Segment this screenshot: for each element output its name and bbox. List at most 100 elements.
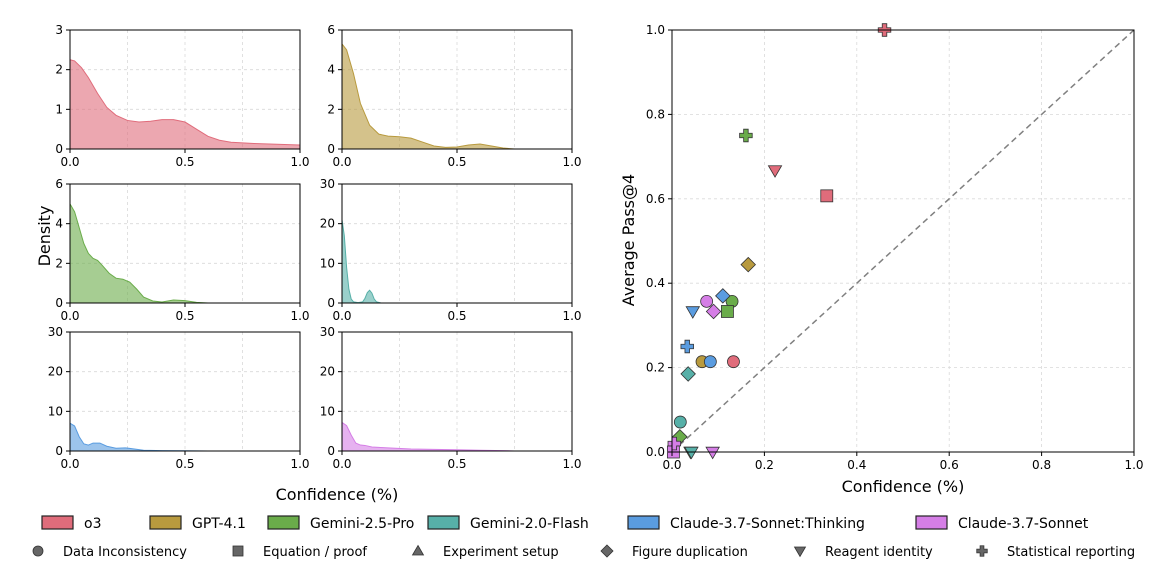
- legend-swatch: [627, 515, 660, 530]
- legend-swatch: [41, 515, 74, 530]
- y-tick-label: 0: [327, 296, 335, 310]
- x-tick-label: 0.0: [60, 309, 79, 323]
- legend-categories: Data Inconsistency Equation / proof Experi…: [32, 544, 1135, 560]
- x-tick-label: 0.5: [447, 457, 466, 471]
- density-area: [70, 59, 300, 149]
- density-line: [341, 422, 515, 452]
- scatter-point: [667, 436, 682, 451]
- x-tick-label: 0.8: [1032, 458, 1051, 472]
- density-panel-claude-3-7-sonnet-thinking: 0 10 20 30 0.0 0.5 1.0: [48, 325, 310, 471]
- scatter-point: [727, 355, 740, 369]
- diagonal-reference-line: [671, 29, 1135, 453]
- density-line: [341, 43, 515, 150]
- legend-shape-triangle-up: [411, 544, 425, 556]
- y-tick-label: 30: [48, 325, 63, 339]
- scatter-point: [703, 355, 717, 369]
- y-tick-label: 2: [55, 63, 63, 77]
- y-tick-label: 0.8: [646, 107, 665, 121]
- y-tick-label: 3: [55, 23, 63, 37]
- scatter-point: [673, 415, 687, 429]
- scatter-ylabel: Average Pass@4: [619, 174, 638, 306]
- legend-swatch: [915, 515, 948, 530]
- y-tick-label: 0.4: [646, 276, 665, 290]
- density-area: [70, 203, 208, 303]
- y-tick-label: 30: [320, 177, 335, 191]
- density-area: [342, 219, 382, 303]
- x-tick-label: 0.4: [847, 458, 866, 472]
- legend-shape-triangle-down: [793, 546, 807, 558]
- density-line: [69, 59, 301, 146]
- x-tick-label: 0.5: [175, 457, 194, 471]
- axes-frame: [69, 331, 301, 452]
- x-tick-label: 0.5: [447, 155, 466, 169]
- y-tick-label: 0.2: [646, 361, 665, 375]
- legend-model-label: o3: [84, 516, 101, 532]
- legend-model-label: GPT-4.1: [192, 516, 246, 532]
- density-area: [342, 422, 515, 451]
- legend-category-label: Equation / proof: [263, 545, 367, 560]
- y-tick-label: 0: [327, 444, 335, 458]
- legend-shape-diamond: [600, 544, 614, 558]
- y-tick-label: 6: [327, 23, 335, 37]
- y-tick-label: 6: [55, 177, 63, 191]
- legend-category-label: Experiment setup: [443, 545, 559, 560]
- y-tick-label: 20: [320, 365, 335, 379]
- scatter-point: [680, 366, 696, 382]
- legend-shape-plus: [976, 545, 988, 557]
- scatter-point: [685, 306, 701, 319]
- legend-category-label: Reagent identity: [825, 545, 933, 560]
- legend-swatch: [427, 515, 460, 530]
- y-tick-label: 0: [327, 142, 335, 156]
- x-tick-label: 0.2: [755, 458, 774, 472]
- scatter-point: [715, 288, 731, 304]
- scatter-point: [739, 128, 753, 143]
- x-tick-label: 0.6: [940, 458, 959, 472]
- axes-frame: [341, 29, 573, 150]
- legend-model-label: Gemini-2.0-Flash: [470, 516, 589, 532]
- x-tick-label: 1.0: [290, 309, 309, 323]
- density-panel-claude-3-7-sonnet: 0 10 20 30 0.0 0.5 1.0: [320, 325, 582, 471]
- density-area: [70, 423, 208, 451]
- x-tick-label: 0.0: [662, 458, 681, 472]
- x-tick-label: 0.0: [332, 309, 351, 323]
- density-line: [69, 422, 209, 452]
- scatter-point: [680, 339, 694, 354]
- legend-model-label: Claude-3.7-Sonnet:Thinking: [670, 516, 865, 532]
- legend-swatch: [267, 515, 300, 530]
- legend-swatch: [149, 515, 182, 530]
- y-tick-label: 0: [55, 296, 63, 310]
- scatter-panel: 0.0 0.2 0.4 0.6 0.8 1.0 0.0 0.2 0.4 0.6 0.8 1.0: [646, 23, 1144, 472]
- y-tick-label: 10: [320, 404, 335, 418]
- y-tick-label: 2: [327, 102, 335, 116]
- scatter-point: [705, 446, 720, 460]
- density-panel-gemini-2-0-flash: 0 10 20 30 0.0 0.5 1.0: [320, 177, 582, 323]
- scatter-point: [767, 165, 783, 178]
- y-tick-label: 10: [320, 256, 335, 270]
- scatter-point: [721, 305, 734, 318]
- y-tick-label: 2: [55, 256, 63, 270]
- x-tick-label: 0.5: [175, 309, 194, 323]
- scatter-point: [700, 294, 714, 308]
- legend-category-label: Figure duplication: [632, 545, 748, 560]
- axes-frame: [671, 29, 1135, 453]
- legend-category-label: Data Inconsistency: [63, 545, 187, 560]
- x-tick-label: 0.0: [60, 155, 79, 169]
- x-tick-label: 1.0: [290, 155, 309, 169]
- density-line: [341, 219, 382, 304]
- density-area: [342, 43, 515, 150]
- x-tick-label: 1.0: [1124, 458, 1143, 472]
- legend-model-label: Claude-3.7-Sonnet: [958, 516, 1089, 532]
- legend-models: o3 GPT-4.1 Gemini-2.5-Pro Gemini-2.0-Flash C…: [41, 515, 1089, 532]
- density-ylabel: Density: [35, 206, 54, 267]
- x-tick-label: 1.0: [562, 457, 581, 471]
- scatter-point: [740, 256, 756, 273]
- density-xlabel: Confidence (%): [276, 485, 399, 504]
- x-tick-label: 0.0: [60, 457, 79, 471]
- scatter-point: [684, 446, 699, 460]
- axes-frame: [341, 331, 573, 452]
- density-panel-gemini-2-5-pro: 0 2 4 6 0.0 0.5 1.0: [55, 177, 309, 323]
- density-panel-gpt-4-1: 0 2 4 6 0.0 0.5 1.0: [327, 23, 581, 169]
- y-tick-label: 0.0: [646, 445, 665, 459]
